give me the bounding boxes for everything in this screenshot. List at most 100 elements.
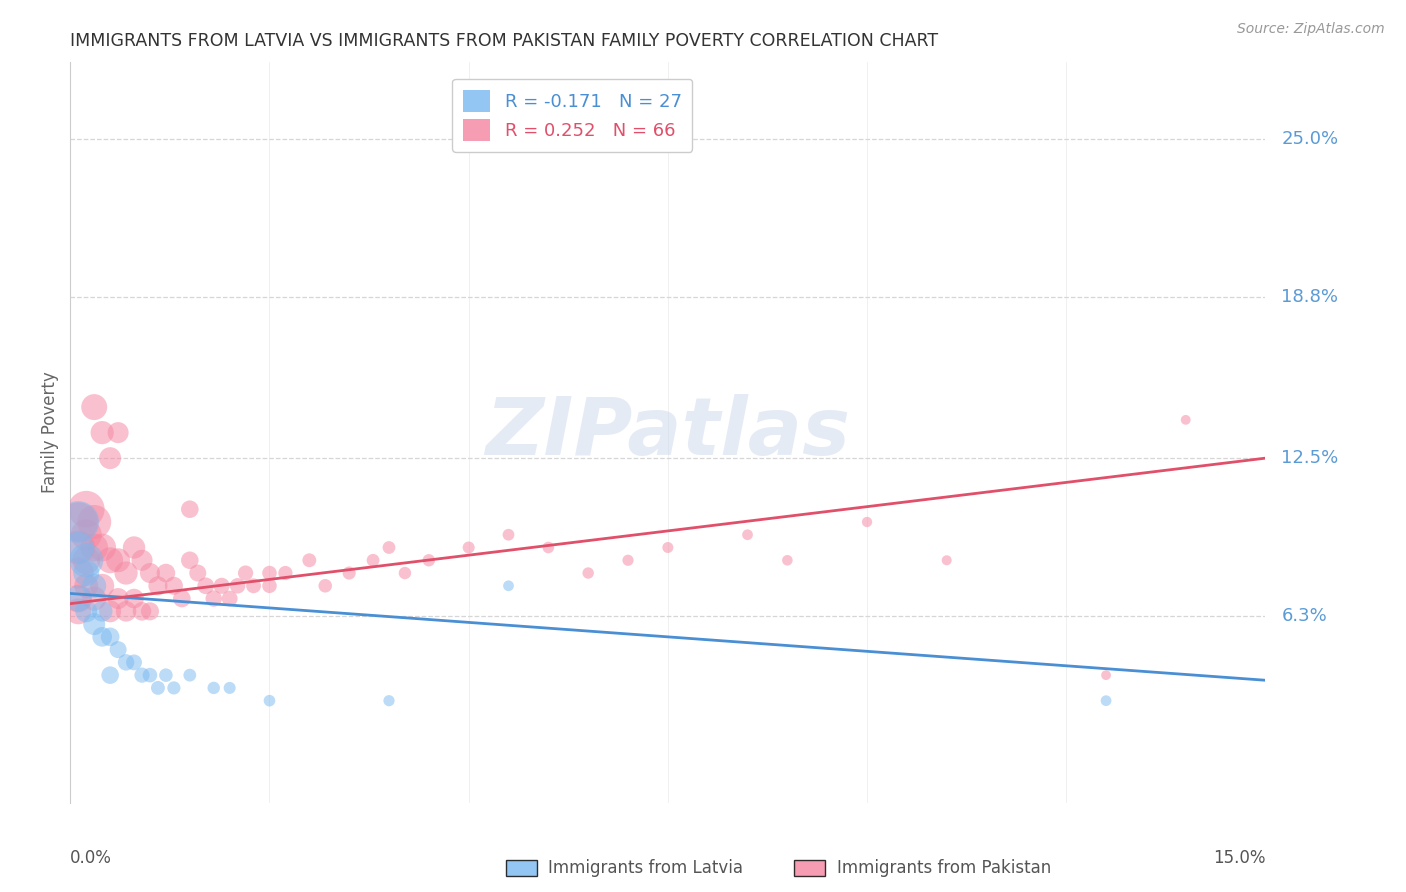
Point xyxy=(139,566,162,580)
Point xyxy=(776,553,799,567)
Point xyxy=(67,541,90,555)
Point xyxy=(378,541,401,555)
Point xyxy=(576,566,599,580)
Point xyxy=(226,579,249,593)
Point xyxy=(67,591,90,606)
Point xyxy=(91,541,114,555)
Point xyxy=(107,642,129,657)
Point xyxy=(202,591,225,606)
Point xyxy=(146,681,169,695)
Point xyxy=(131,668,153,682)
Point xyxy=(83,515,105,529)
Point xyxy=(498,527,520,541)
Point xyxy=(179,668,201,682)
Point xyxy=(75,553,97,567)
Point xyxy=(75,566,97,580)
Point xyxy=(115,566,138,580)
Point xyxy=(155,566,177,580)
Text: 25.0%: 25.0% xyxy=(1281,130,1339,148)
Point xyxy=(107,591,129,606)
Point xyxy=(856,515,879,529)
Point xyxy=(75,579,97,593)
Point xyxy=(218,591,240,606)
Point xyxy=(122,541,145,555)
Point xyxy=(378,694,401,708)
Point xyxy=(67,515,90,529)
Point xyxy=(211,579,233,593)
Point xyxy=(75,553,97,567)
Text: 0.0%: 0.0% xyxy=(70,849,112,867)
Point xyxy=(935,553,957,567)
Point xyxy=(259,566,281,580)
Point xyxy=(83,579,105,593)
Text: Immigrants from Latvia: Immigrants from Latvia xyxy=(548,859,744,877)
Point xyxy=(394,566,416,580)
Point xyxy=(115,604,138,618)
Y-axis label: Family Poverty: Family Poverty xyxy=(41,372,59,493)
Point xyxy=(163,579,186,593)
Point xyxy=(91,579,114,593)
Point xyxy=(314,579,336,593)
Point xyxy=(187,566,209,580)
Point xyxy=(98,668,121,682)
Point xyxy=(298,553,321,567)
Point xyxy=(98,451,121,466)
Point xyxy=(179,553,201,567)
Point xyxy=(457,541,479,555)
Point xyxy=(67,566,90,580)
Text: 15.0%: 15.0% xyxy=(1213,849,1265,867)
Point xyxy=(122,591,145,606)
Point xyxy=(67,541,90,555)
Point xyxy=(122,656,145,670)
Point xyxy=(75,604,97,618)
Point xyxy=(163,681,186,695)
Point xyxy=(139,604,162,618)
Point xyxy=(83,541,105,555)
Point xyxy=(91,425,114,440)
Point xyxy=(657,541,679,555)
Point xyxy=(1095,668,1118,682)
Point xyxy=(737,527,759,541)
Text: Immigrants from Pakistan: Immigrants from Pakistan xyxy=(837,859,1050,877)
Point xyxy=(498,579,520,593)
Text: 12.5%: 12.5% xyxy=(1281,450,1339,467)
Point xyxy=(131,553,153,567)
Text: IMMIGRANTS FROM LATVIA VS IMMIGRANTS FROM PAKISTAN FAMILY POVERTY CORRELATION CH: IMMIGRANTS FROM LATVIA VS IMMIGRANTS FRO… xyxy=(70,32,938,50)
Point xyxy=(361,553,384,567)
Point xyxy=(91,630,114,644)
Point xyxy=(1174,413,1197,427)
Point xyxy=(83,400,105,414)
Point xyxy=(139,668,162,682)
Point xyxy=(75,502,97,516)
Point xyxy=(115,656,138,670)
Point xyxy=(75,527,97,541)
Point xyxy=(146,579,169,593)
Point xyxy=(91,604,114,618)
Point xyxy=(107,425,129,440)
Point xyxy=(67,591,90,606)
Legend: R = -0.171   N = 27, R = 0.252   N = 66: R = -0.171 N = 27, R = 0.252 N = 66 xyxy=(453,78,692,152)
Point xyxy=(98,630,121,644)
Point xyxy=(170,591,193,606)
Point xyxy=(259,579,281,593)
Text: Source: ZipAtlas.com: Source: ZipAtlas.com xyxy=(1237,22,1385,37)
Point xyxy=(202,681,225,695)
Point xyxy=(155,668,177,682)
Point xyxy=(131,604,153,618)
Point xyxy=(235,566,257,580)
Point xyxy=(259,694,281,708)
Point xyxy=(107,553,129,567)
Point xyxy=(337,566,360,580)
Point xyxy=(98,604,121,618)
Point xyxy=(98,553,121,567)
Point xyxy=(218,681,240,695)
Point xyxy=(67,604,90,618)
Point xyxy=(194,579,217,593)
Point xyxy=(418,553,440,567)
Point xyxy=(537,541,560,555)
Point xyxy=(242,579,264,593)
Point xyxy=(1095,694,1118,708)
Text: ZIPatlas: ZIPatlas xyxy=(485,393,851,472)
Point xyxy=(617,553,640,567)
Point xyxy=(83,617,105,632)
